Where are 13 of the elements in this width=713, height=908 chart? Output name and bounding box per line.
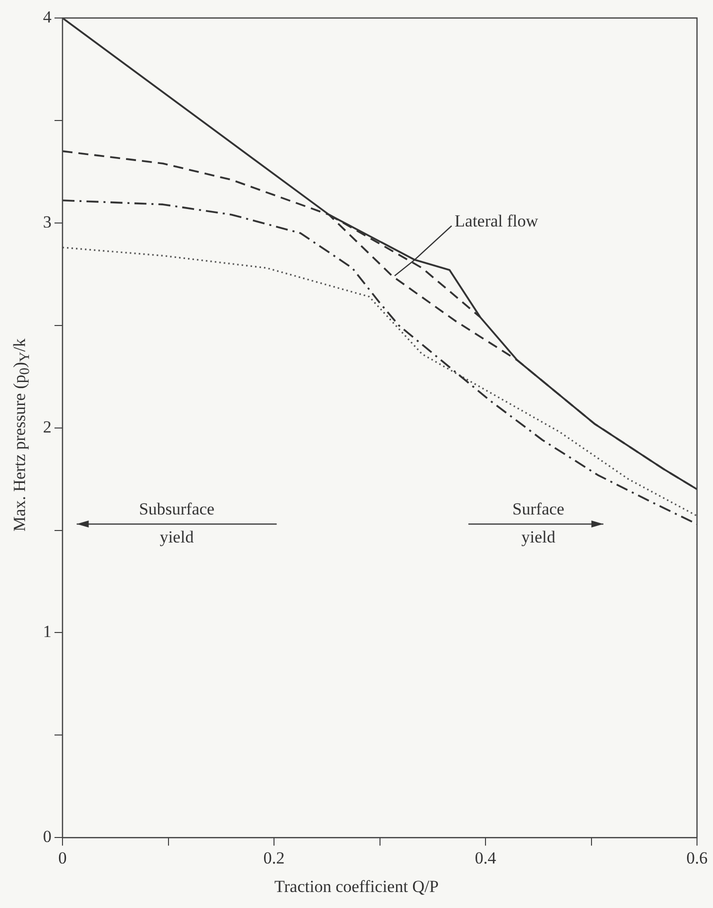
- y-tick-label: 1: [43, 622, 52, 642]
- y-tick-label: 0: [43, 827, 52, 846]
- y-tick-label: 2: [43, 417, 52, 436]
- annotation: Lateral flow: [454, 211, 539, 230]
- x-tick-label: 0.2: [263, 848, 285, 868]
- annotation: Subsurface yield: [138, 500, 214, 547]
- y-tick-label: 4: [43, 7, 52, 26]
- annotation: Surface yield: [512, 500, 564, 547]
- y-tick-label: 3: [43, 212, 52, 232]
- x-tick-label: 0.4: [474, 848, 497, 868]
- x-tick-label: 0.6: [686, 848, 708, 868]
- x-tick-label: 0: [58, 848, 67, 868]
- x-axis-title: Traction coefficient Q/P: [273, 877, 440, 897]
